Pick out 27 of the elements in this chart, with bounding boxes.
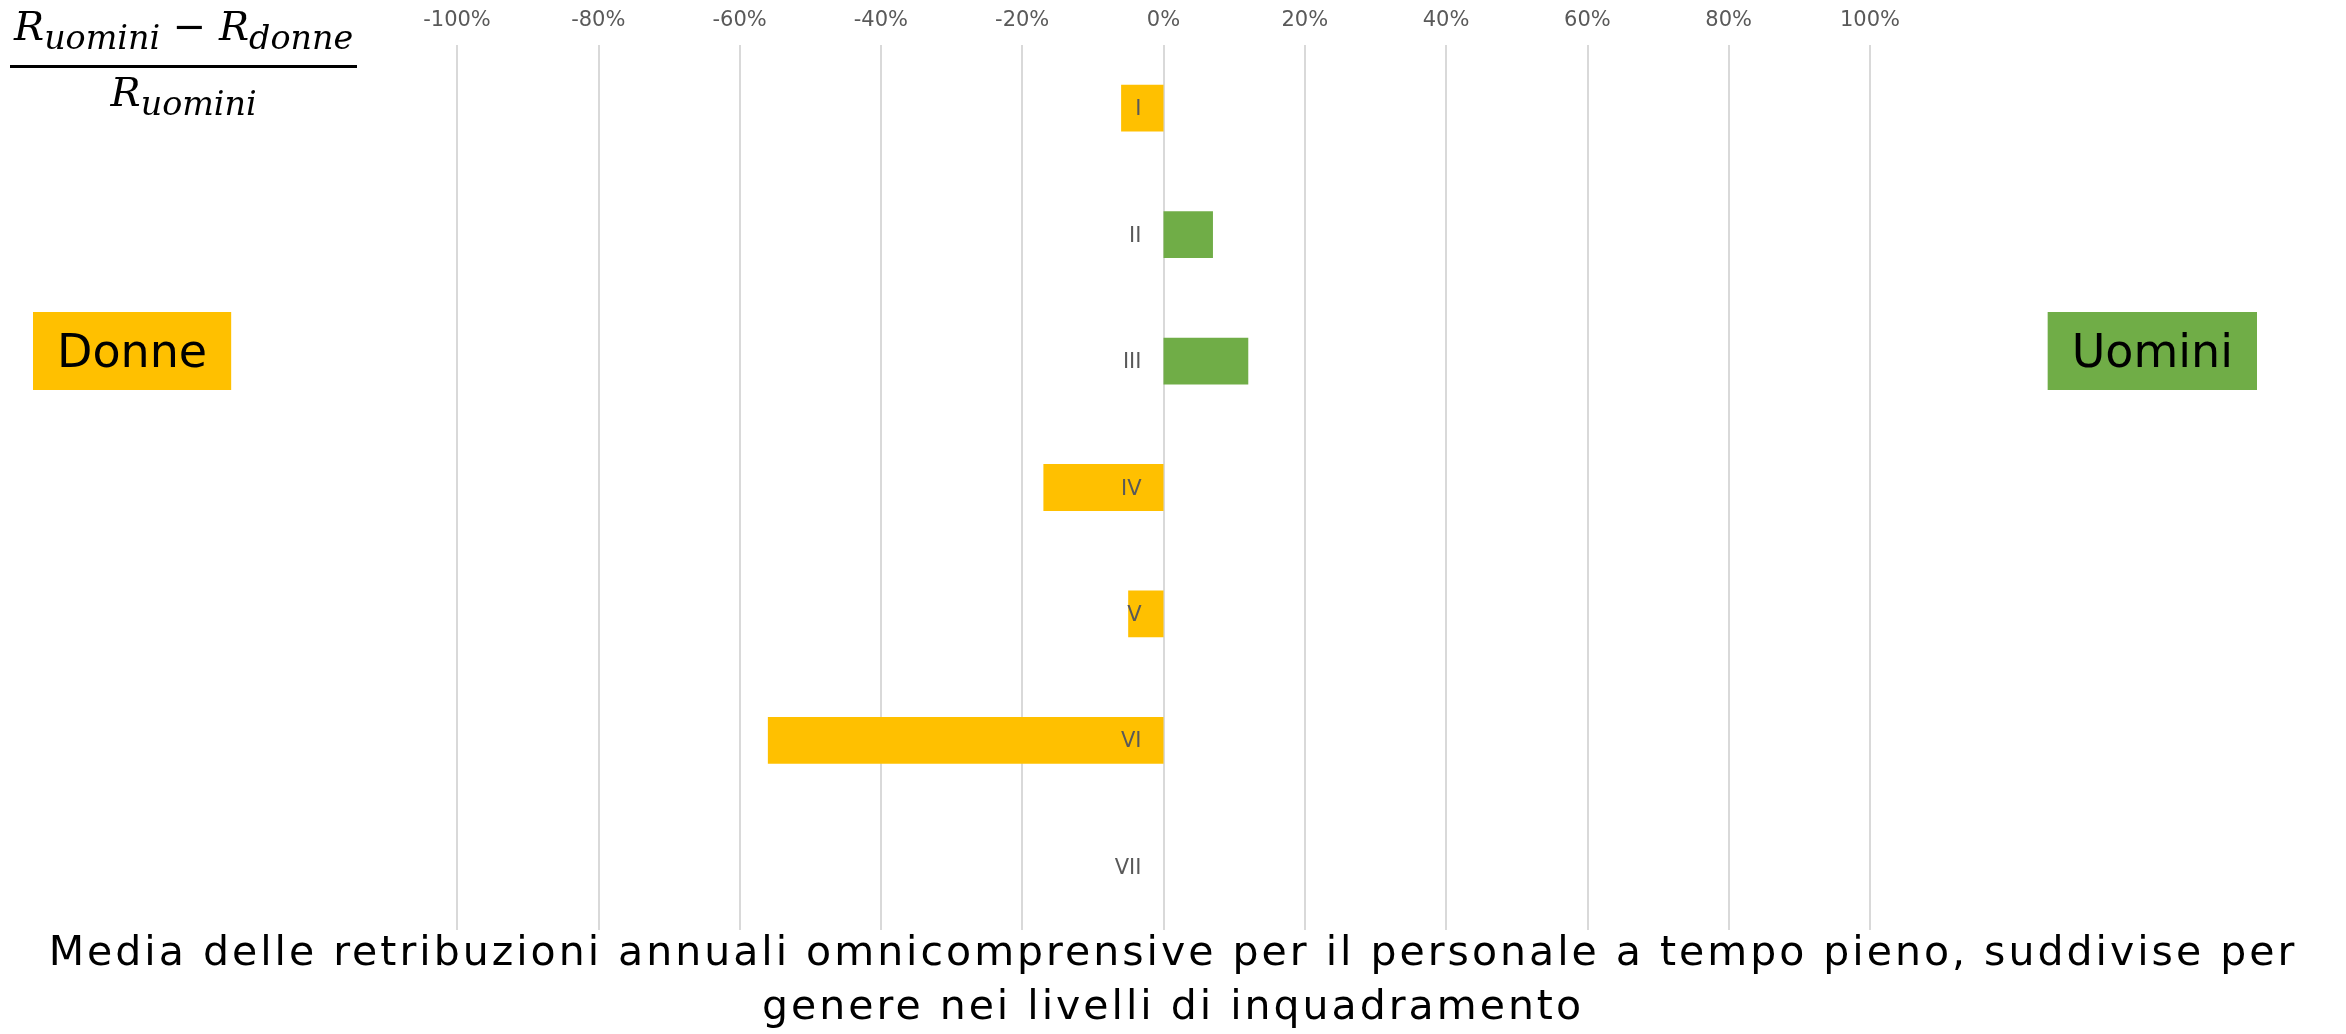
- bar: [1121, 84, 1164, 132]
- bar: [1163, 337, 1249, 385]
- x-tick-label: -60%: [712, 6, 767, 31]
- text: Uomini: [2071, 324, 2234, 378]
- y-tick-label: I: [1135, 96, 1142, 121]
- x-tick-label: 0%: [1146, 6, 1181, 31]
- x-tick-label: -40%: [853, 6, 909, 31]
- bar: [1163, 211, 1213, 259]
- text: R$_{uomini}$ − R$_{donne}$: [12, 2, 355, 59]
- y-tick-label: II: [1129, 222, 1142, 247]
- y-tick-label: VI: [1120, 728, 1142, 753]
- text: R$_{uomini}$: [110, 68, 257, 125]
- x-tick-label: 40%: [1422, 6, 1470, 31]
- y-tick-label: VII: [1114, 854, 1142, 879]
- text: Donne: [57, 324, 208, 378]
- y-tick-label: IV: [1120, 475, 1143, 500]
- bar: [767, 716, 1164, 764]
- y-tick-label: III: [1122, 349, 1142, 374]
- text: Media delle retribuzioni annuali omnicomprensive per il personale a tempo pieno, suddivise per genere nei livelli di inquadramento: [47, 926, 2299, 1031]
- x-tick-label: 100%: [1839, 6, 1901, 31]
- x-tick-label: 20%: [1281, 6, 1329, 31]
- x-tick-label: 60%: [1564, 6, 1611, 31]
- x-tick-label: 80%: [1705, 6, 1753, 31]
- x-tick-label: -80%: [571, 6, 626, 31]
- x-tick-label: -100%: [423, 6, 491, 31]
- x-tick-label: -20%: [995, 6, 1050, 31]
- bar: [1043, 464, 1164, 511]
